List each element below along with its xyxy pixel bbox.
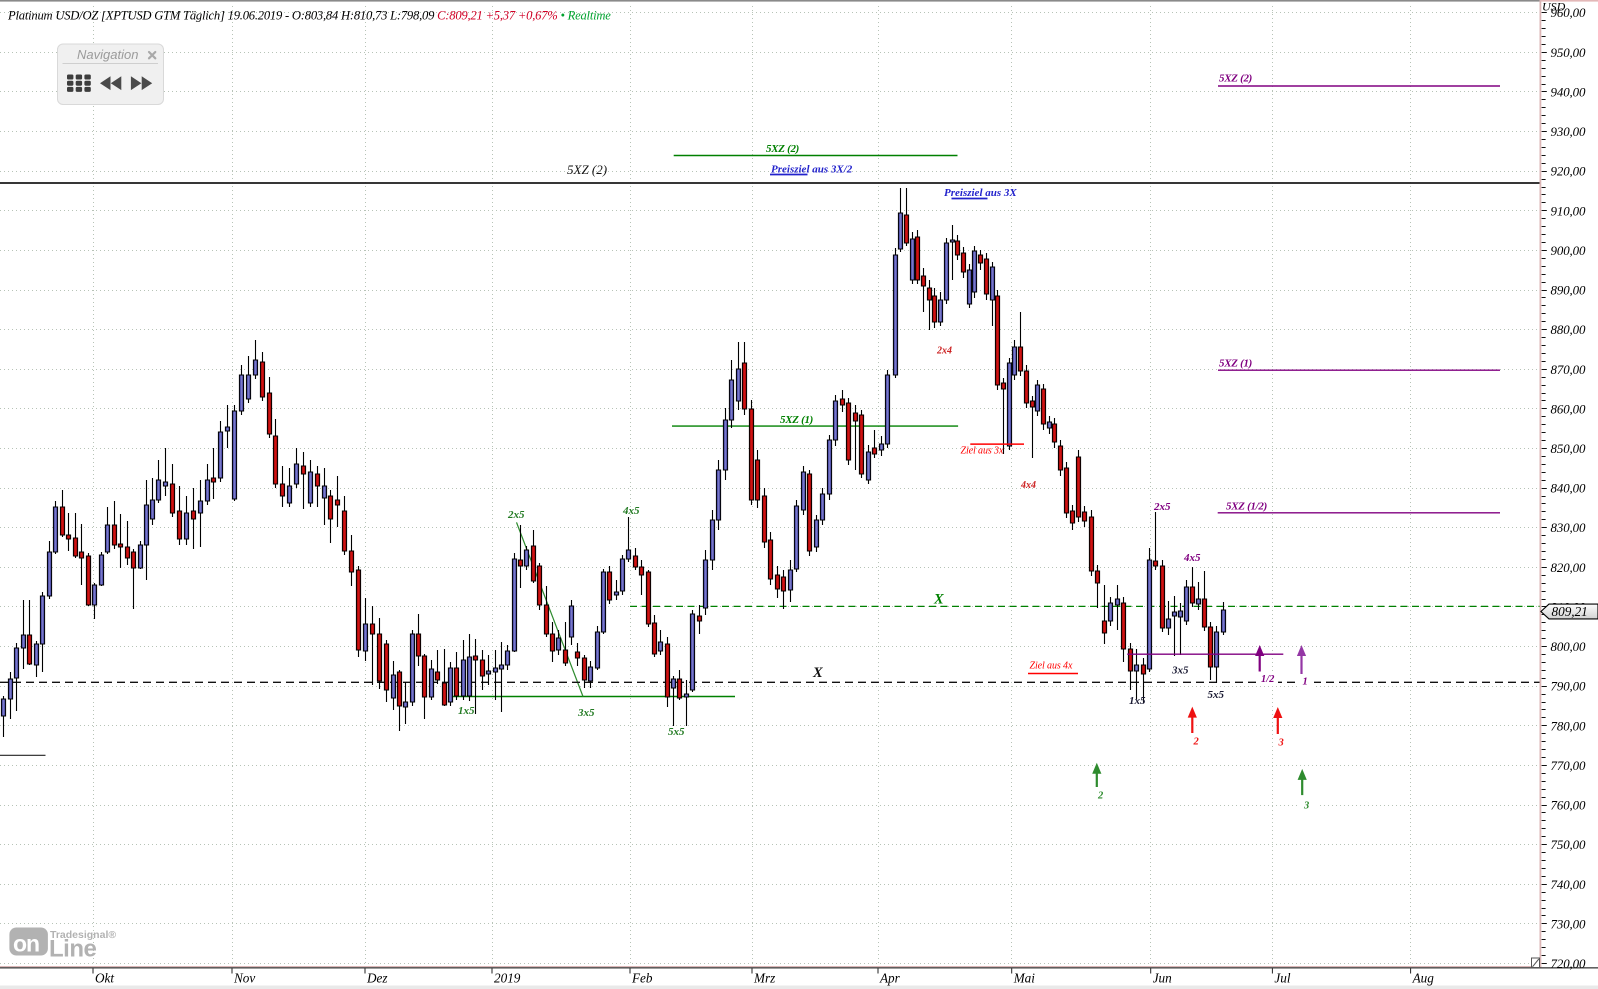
svg-text:5XZ (2): 5XZ (2) — [567, 162, 607, 177]
svg-text:Okt: Okt — [95, 970, 114, 985]
svg-text:809,21: 809,21 — [1552, 604, 1588, 619]
svg-text:890,00: 890,00 — [1551, 284, 1587, 298]
svg-text:4x4: 4x4 — [1020, 480, 1036, 491]
svg-text:on: on — [13, 931, 39, 957]
svg-text:790,00: 790,00 — [1551, 680, 1587, 694]
svg-text:840,00: 840,00 — [1551, 482, 1587, 496]
svg-text:Feb: Feb — [631, 970, 653, 985]
svg-text:4x5: 4x5 — [622, 505, 640, 517]
svg-text:5x5: 5x5 — [1208, 689, 1225, 701]
svg-text:740,00: 740,00 — [1551, 878, 1587, 892]
svg-text:750,00: 750,00 — [1551, 838, 1587, 852]
svg-text:Preisziel aus 3X/2: Preisziel aus 3X/2 — [771, 164, 853, 176]
svg-text:X: X — [812, 665, 823, 681]
svg-text:Mai: Mai — [1013, 970, 1036, 985]
svg-text:X: X — [933, 592, 944, 608]
svg-text:900,00: 900,00 — [1551, 244, 1587, 258]
svg-text:5x5: 5x5 — [668, 726, 685, 738]
svg-text:3x5: 3x5 — [1171, 665, 1189, 677]
svg-text:870,00: 870,00 — [1551, 363, 1587, 377]
svg-text:2: 2 — [1193, 737, 1200, 748]
svg-text:880,00: 880,00 — [1551, 323, 1587, 337]
svg-text:800,00: 800,00 — [1551, 640, 1587, 654]
svg-text:Line: Line — [49, 936, 96, 963]
svg-text:730,00: 730,00 — [1551, 917, 1587, 931]
svg-text:Jul: Jul — [1274, 970, 1290, 985]
svg-text:930,00: 930,00 — [1551, 125, 1587, 139]
svg-text:910,00: 910,00 — [1551, 204, 1587, 218]
svg-text:5XZ (1): 5XZ (1) — [780, 414, 813, 426]
svg-text:920,00: 920,00 — [1551, 165, 1587, 179]
svg-text:820,00: 820,00 — [1551, 561, 1587, 575]
svg-text:1x5: 1x5 — [1129, 695, 1146, 707]
svg-text:Mrz: Mrz — [753, 970, 775, 985]
svg-text:Dez: Dez — [366, 970, 388, 985]
svg-text:720,00: 720,00 — [1551, 957, 1587, 971]
svg-text:2x5: 2x5 — [507, 509, 525, 521]
svg-text:1x5: 1x5 — [458, 705, 475, 717]
svg-text:Tradesignal®: Tradesignal® — [50, 929, 116, 941]
svg-text:3: 3 — [1303, 801, 1309, 812]
svg-text:3: 3 — [1278, 738, 1284, 749]
svg-text:Navigation: Navigation — [77, 47, 138, 62]
svg-text:Apr: Apr — [879, 970, 901, 985]
svg-text:2: 2 — [1097, 791, 1104, 802]
svg-text:1: 1 — [1303, 677, 1308, 688]
svg-text:850,00: 850,00 — [1551, 442, 1587, 456]
svg-text:USD: USD — [1542, 0, 1566, 14]
svg-text:780,00: 780,00 — [1551, 719, 1587, 733]
svg-text:Platinum USD/OZ [XPTUSD GTM Tä: Platinum USD/OZ [XPTUSD GTM Täglich] 19.… — [7, 8, 611, 22]
svg-text:3x5: 3x5 — [577, 707, 595, 719]
svg-text:Preisziel aus 3X: Preisziel aus 3X — [944, 187, 1017, 199]
svg-text:Ziel aus 3x: Ziel aus 3x — [961, 446, 1004, 457]
svg-text:1/2: 1/2 — [1261, 674, 1275, 685]
svg-text:2x5: 2x5 — [1153, 501, 1171, 513]
svg-text:Ziel aus 4x: Ziel aus 4x — [1030, 661, 1073, 672]
svg-text:2x4: 2x4 — [936, 346, 952, 357]
svg-text:Jun: Jun — [1153, 970, 1172, 985]
svg-text:Aug: Aug — [1412, 970, 1435, 985]
svg-text:770,00: 770,00 — [1551, 759, 1587, 773]
svg-text:2019: 2019 — [494, 970, 521, 985]
svg-text:960,00: 960,00 — [1551, 6, 1587, 20]
svg-text:5XZ (2): 5XZ (2) — [766, 143, 799, 155]
svg-text:830,00: 830,00 — [1551, 521, 1587, 535]
svg-text:Nov: Nov — [233, 970, 255, 985]
svg-text:5XZ (2): 5XZ (2) — [1219, 73, 1252, 85]
svg-text:5XZ (1/2): 5XZ (1/2) — [1226, 501, 1267, 513]
svg-text:940,00: 940,00 — [1551, 85, 1587, 99]
svg-text:950,00: 950,00 — [1551, 46, 1587, 60]
svg-text:4x5: 4x5 — [1183, 552, 1201, 564]
svg-text:860,00: 860,00 — [1551, 402, 1587, 416]
svg-text:5XZ (1): 5XZ (1) — [1219, 358, 1252, 370]
svg-text:760,00: 760,00 — [1551, 799, 1587, 813]
